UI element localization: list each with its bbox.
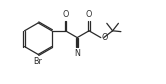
Text: Br: Br (34, 57, 43, 66)
Text: O: O (62, 10, 69, 19)
Text: N: N (74, 49, 80, 58)
Text: O: O (86, 10, 92, 19)
Text: O: O (102, 33, 108, 42)
